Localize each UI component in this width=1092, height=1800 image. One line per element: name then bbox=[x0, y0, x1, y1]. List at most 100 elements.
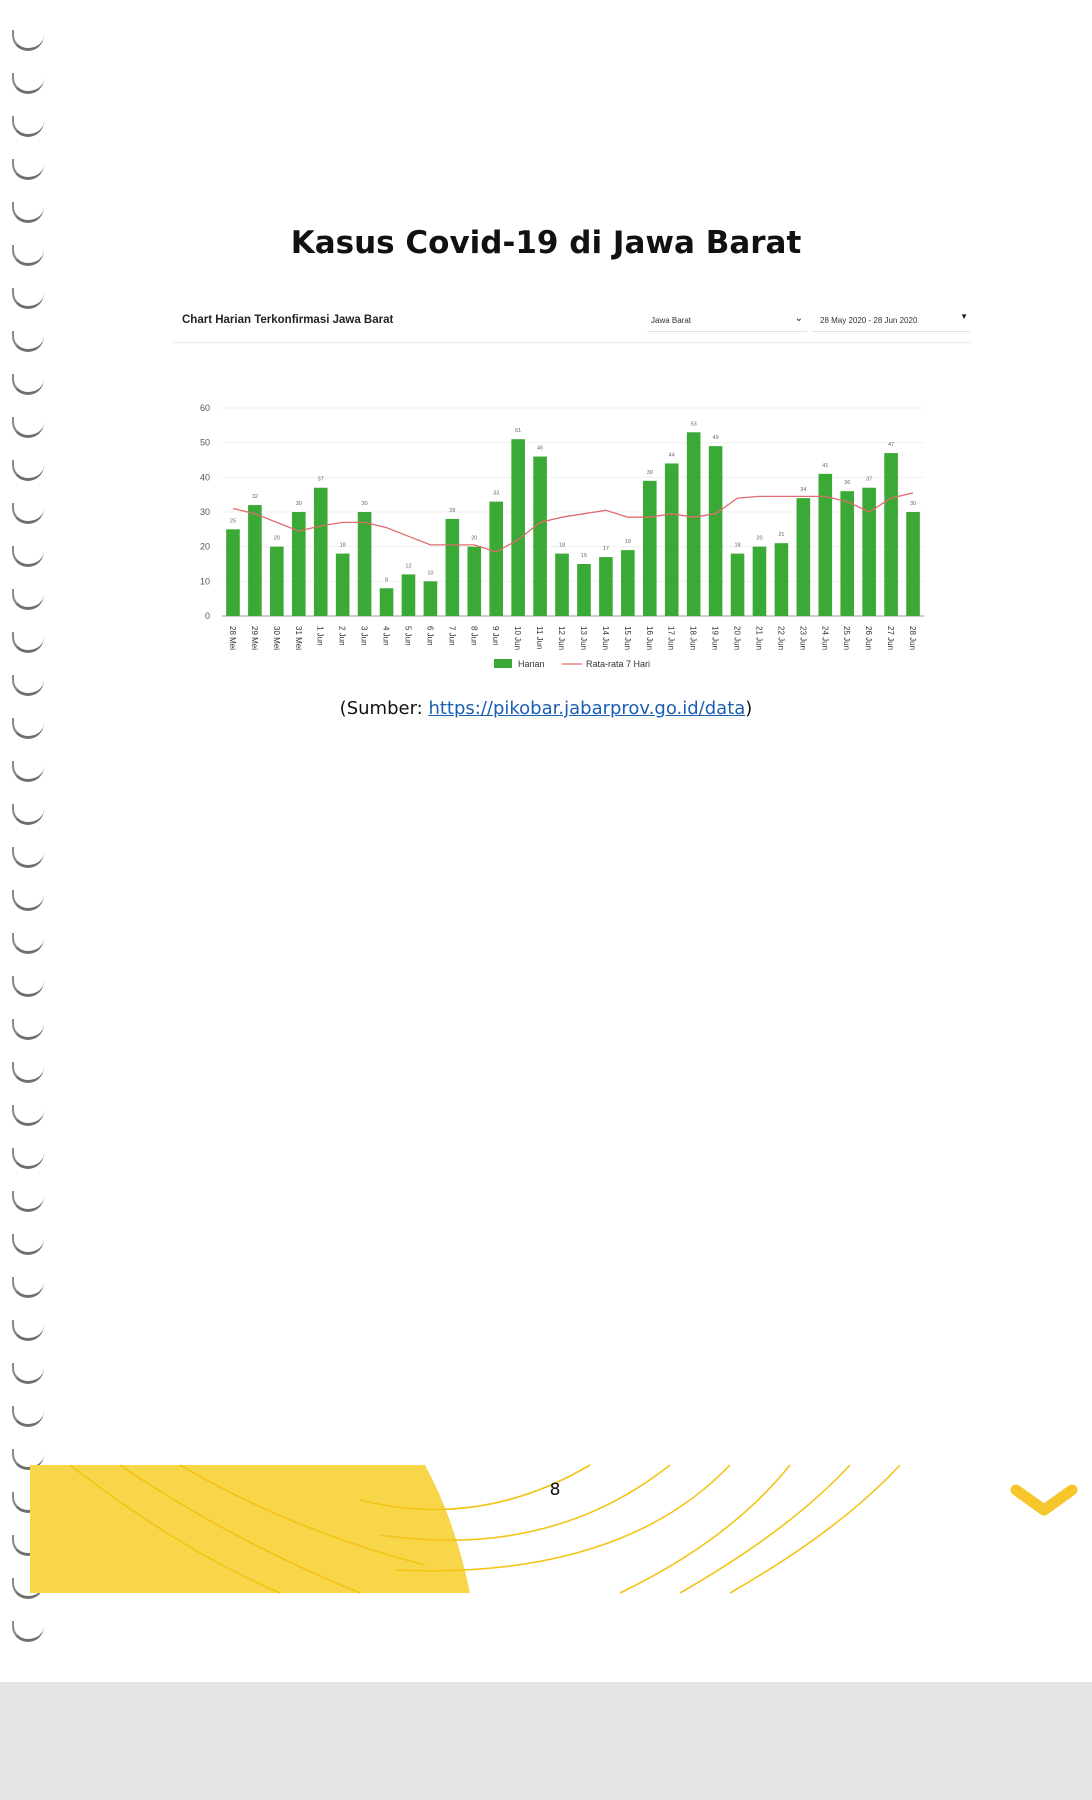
chart-heading: Chart Harian Terkonfirmasi Jawa Barat bbox=[182, 314, 394, 326]
legend-harian-label: Harian bbox=[518, 659, 545, 669]
x-tick-label: 27 Jun bbox=[886, 626, 895, 650]
x-tick-label: 19 Jun bbox=[711, 626, 720, 650]
x-tick-label: 14 Jun bbox=[601, 626, 610, 650]
daily-cases-chart: 0 10 20 30 40 50 60 25 32 20 30 37 18 30 8 12 10 28 20 33 51… bbox=[200, 403, 924, 669]
data-label: 39 bbox=[647, 470, 653, 476]
data-label: 25 bbox=[230, 518, 236, 524]
data-label: 18 bbox=[734, 543, 740, 549]
x-tick-label: 2 Jun bbox=[338, 626, 347, 646]
data-label: 28 bbox=[449, 508, 455, 514]
binding-ring bbox=[12, 933, 44, 954]
y-tick-label: 0 bbox=[205, 611, 210, 621]
scan-background bbox=[0, 1682, 1092, 1800]
data-label: 10 bbox=[427, 570, 433, 576]
binding-ring bbox=[12, 976, 44, 997]
bar-25-jun bbox=[840, 491, 855, 616]
binding-ring bbox=[12, 632, 44, 653]
data-label: 34 bbox=[800, 487, 806, 493]
binding-ring bbox=[12, 1148, 44, 1169]
bar-15-jun bbox=[621, 550, 635, 616]
data-label: 36 bbox=[844, 480, 850, 486]
binding-ring bbox=[12, 804, 44, 825]
binding-ring bbox=[12, 417, 44, 438]
binding-ring bbox=[12, 245, 44, 266]
binding-ring bbox=[12, 202, 44, 223]
bar-28-jun bbox=[906, 512, 920, 616]
data-label: 37 bbox=[866, 477, 872, 483]
bar-1-jun bbox=[313, 487, 328, 616]
data-label: 30 bbox=[362, 501, 368, 507]
rata-rata-7-hari-line bbox=[232, 492, 914, 553]
x-tick-label: 28 Jun bbox=[908, 626, 917, 650]
data-label: 53 bbox=[691, 421, 697, 427]
bar-14-jun bbox=[599, 557, 613, 616]
binding-ring bbox=[12, 1492, 44, 1513]
legend-average-label: Rata-rata 7 Hari bbox=[586, 659, 650, 669]
x-tick-label: 24 Jun bbox=[820, 626, 829, 650]
x-tick-label: 11 Jun bbox=[535, 626, 544, 649]
x-tick-label: 10 Jun bbox=[513, 626, 522, 650]
date-range-value: 28 May 2020 - 28 Jun 2020 bbox=[820, 316, 918, 325]
x-tick-label: 3 Jun bbox=[360, 626, 369, 646]
x-tick-label: 12 Jun bbox=[557, 626, 566, 650]
data-label: 46 bbox=[537, 446, 543, 452]
binding-ring bbox=[12, 675, 44, 696]
binding-ring bbox=[12, 1105, 44, 1126]
source-suffix: ) bbox=[745, 698, 753, 719]
x-tick-label: 29 Mei bbox=[250, 626, 259, 650]
bar-26-jun bbox=[862, 487, 876, 616]
x-tick-label: 25 Jun bbox=[842, 626, 851, 650]
binding-ring bbox=[12, 288, 44, 309]
bar-9-jun bbox=[489, 501, 504, 616]
data-label: 32 bbox=[252, 494, 258, 500]
data-label: 20 bbox=[471, 536, 477, 542]
chart-card: Chart Harian Terkonfirmasi Jawa Barat Ja… bbox=[172, 300, 972, 690]
bar-30-mei bbox=[270, 546, 284, 616]
data-label: 33 bbox=[493, 491, 499, 497]
data-label: 18 bbox=[559, 543, 565, 549]
region-select-value: Jawa Barat bbox=[651, 316, 692, 325]
binding-ring bbox=[12, 1449, 44, 1470]
data-label: 47 bbox=[888, 442, 894, 448]
footer-yellow-band bbox=[30, 1465, 425, 1593]
binding-ring bbox=[12, 1406, 44, 1427]
page-title: Kasus Covid-19 di Jawa Barat bbox=[290, 225, 802, 261]
binding-ring bbox=[12, 503, 44, 524]
binding-ring bbox=[12, 1191, 44, 1212]
bar-16-jun bbox=[642, 480, 657, 616]
region-select[interactable]: Jawa Barat ⌄ bbox=[647, 307, 807, 332]
source-citation: (Sumber: https://pikobar.jabarprov.go.id… bbox=[0, 698, 1092, 719]
data-label: 8 bbox=[385, 577, 388, 583]
x-tick-label: 21 Jun bbox=[754, 626, 763, 650]
y-tick-label: 30 bbox=[200, 507, 210, 517]
bar-8-jun bbox=[467, 546, 482, 616]
data-label: 37 bbox=[318, 477, 324, 483]
source-link[interactable]: https://pikobar.jabarprov.go.id/data bbox=[428, 698, 746, 719]
y-tick-label: 10 bbox=[200, 576, 210, 586]
binding-ring bbox=[12, 460, 44, 481]
x-tick-label: 9 Jun bbox=[491, 626, 500, 646]
bar-27-jun bbox=[884, 453, 898, 616]
data-label: 12 bbox=[405, 563, 411, 569]
binding-ring bbox=[12, 374, 44, 395]
bar-19-jun bbox=[708, 446, 723, 616]
binding-ring bbox=[12, 1234, 44, 1255]
footer-arcs bbox=[69, 1464, 901, 1594]
bar-24-jun bbox=[818, 473, 833, 616]
bar-3-jun bbox=[357, 512, 372, 616]
data-label: 21 bbox=[778, 532, 784, 538]
legend-harian-swatch bbox=[494, 659, 512, 668]
caret-down-icon: ▼ bbox=[960, 312, 968, 321]
data-label: 51 bbox=[515, 428, 521, 434]
footer-yellow-curve bbox=[425, 1465, 470, 1593]
bar-28-mei bbox=[226, 529, 240, 616]
bar-12-jun bbox=[555, 553, 569, 616]
bar-21-jun bbox=[752, 546, 767, 616]
binding-ring bbox=[12, 546, 44, 567]
data-label: 44 bbox=[669, 452, 675, 458]
bar-2-jun bbox=[335, 553, 350, 616]
x-tick-label: 13 Jun bbox=[579, 626, 588, 650]
data-label: 19 bbox=[625, 539, 631, 545]
date-range-select[interactable]: 28 May 2020 - 28 Jun 2020 ▼ bbox=[812, 307, 970, 332]
chevron-down-icon: ⌄ bbox=[794, 313, 803, 324]
